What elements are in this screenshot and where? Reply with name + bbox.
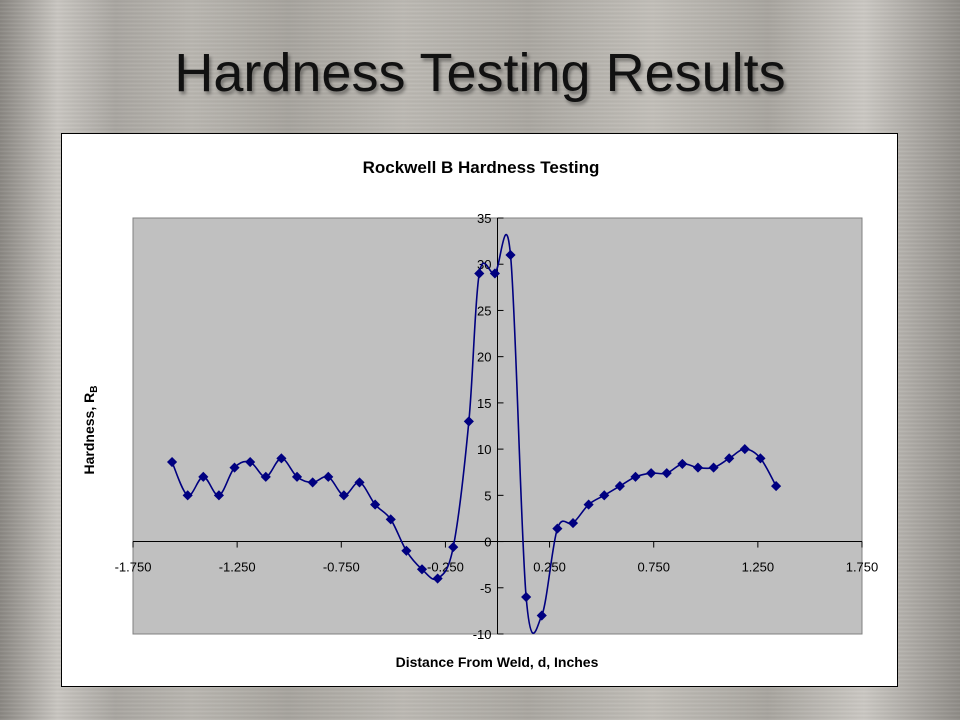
data-point: [338, 490, 349, 501]
data-point: [739, 444, 750, 455]
chart-title: Rockwell B Hardness Testing: [363, 158, 600, 177]
series-markers: [166, 249, 782, 621]
y-tick-label: 35: [477, 211, 491, 226]
y-tick-label: 5: [484, 488, 491, 503]
x-tick-label: 1.750: [846, 560, 879, 575]
data-point: [432, 573, 443, 584]
x-tick-label: -1.250: [219, 560, 256, 575]
y-tick-label: 25: [477, 303, 491, 318]
chart-area: Rockwell B Hardness Testing -10-50510152…: [61, 133, 898, 687]
data-point: [614, 481, 625, 492]
data-point: [771, 481, 782, 492]
data-point: [552, 523, 563, 534]
hardness-line-chart: Rockwell B Hardness Testing -10-50510152…: [81, 158, 879, 670]
data-point: [489, 268, 500, 279]
data-point: [182, 490, 193, 501]
data-point: [354, 477, 365, 488]
data-point: [567, 518, 579, 529]
data-point: [166, 456, 178, 468]
data-point: [536, 610, 547, 621]
y-tick-label: 15: [477, 396, 491, 411]
data-point: [474, 268, 485, 279]
x-tick-label: 0.250: [533, 560, 566, 575]
data-point: [630, 471, 641, 482]
data-point: [245, 456, 256, 468]
y-axis-title: Hardness, RB: [81, 386, 100, 475]
data-point: [229, 462, 240, 473]
data-point: [708, 462, 719, 473]
data-point: [291, 471, 303, 482]
x-tick-label: -0.250: [427, 560, 464, 575]
data-point: [448, 542, 459, 553]
x-axis: -1.750 -1.250 -0.750 -0.250 0.250 0.750 1.250 1…: [115, 541, 879, 575]
data-point: [692, 462, 704, 473]
x-tick-label: 0.750: [637, 560, 670, 575]
data-point: [198, 471, 209, 482]
y-tick-label: 10: [477, 442, 491, 457]
data-point: [463, 416, 474, 427]
data-point: [323, 471, 334, 482]
data-point: [385, 514, 396, 525]
data-point: [307, 477, 318, 488]
data-point: [260, 471, 271, 482]
data-point: [755, 453, 766, 464]
y-axis-title-main: Hardness, R: [81, 393, 97, 475]
slide-title: Hardness Testing Results: [174, 43, 786, 103]
y-axis-title-subscript: B: [89, 386, 100, 393]
y-tick-label: -10: [473, 627, 492, 642]
data-point: [370, 499, 381, 510]
x-tick-label: -1.750: [115, 560, 152, 575]
data-point: [724, 453, 735, 464]
data-point: [505, 249, 516, 261]
x-axis-title: Distance From Weld, d, Inches: [396, 654, 599, 670]
y-tick-label: 20: [477, 350, 491, 365]
data-point: [521, 591, 532, 603]
x-tick-label: 1.250: [742, 560, 775, 575]
data-point: [213, 490, 224, 501]
data-point: [661, 468, 672, 479]
data-point: [276, 453, 287, 464]
y-tick-label: -5: [480, 581, 492, 596]
data-point: [677, 458, 688, 469]
data-point: [583, 499, 594, 510]
data-point: [416, 564, 428, 575]
data-point: [401, 545, 412, 556]
data-point: [646, 468, 657, 479]
x-tick-label: -0.750: [323, 560, 360, 575]
data-point: [599, 490, 610, 501]
